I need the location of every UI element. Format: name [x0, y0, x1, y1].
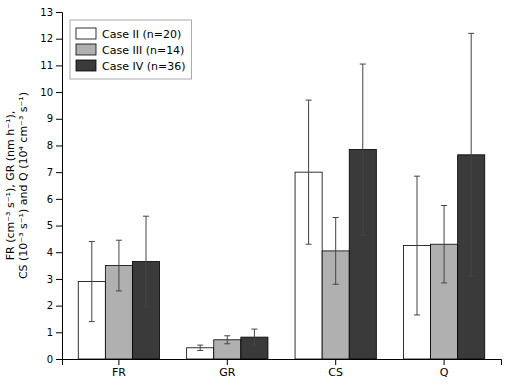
x-tick: GR — [219, 359, 236, 379]
error-bar — [414, 176, 420, 315]
y-tick-mark — [56, 65, 62, 66]
y-tick: 3 — [47, 274, 62, 285]
y-tick-mark — [56, 252, 62, 253]
error-bar — [441, 206, 447, 283]
y-tick-mark — [56, 226, 62, 227]
legend-item: Case IV (n=36) — [76, 60, 185, 73]
y-tick-label: 11 — [40, 60, 53, 71]
x-tick: Q — [440, 359, 449, 379]
error-bar — [333, 218, 339, 285]
y-tick-mark — [56, 199, 62, 200]
series — [132, 33, 484, 359]
y-tick-label: 6 — [47, 194, 53, 205]
error-bar — [224, 336, 230, 344]
error-bar — [116, 240, 122, 291]
legend-item: Case III (n=14) — [76, 44, 184, 57]
error-bar — [197, 345, 203, 350]
legend-swatch — [76, 44, 96, 55]
y-tick-mark — [56, 359, 62, 360]
y-tick: 2 — [47, 300, 62, 311]
x-tick-mark — [444, 359, 445, 365]
y-tick-mark — [56, 306, 62, 307]
legend: Case II (n=20) Case III (n=14) Case IV (n=… — [70, 20, 191, 79]
y-axis: 012345678910111213 — [40, 7, 62, 365]
y-tick-label: 13 — [40, 7, 53, 18]
y-tick: 10 — [40, 87, 62, 98]
x-tick-label: GR — [219, 366, 236, 379]
error-bar — [468, 33, 474, 276]
y-tick: 13 — [40, 7, 62, 18]
y-tick: 1 — [47, 327, 62, 338]
y-axis-title-line: CS (10⁻³ s⁻¹) and Q (10⁴ cm⁻³ s⁻¹) — [17, 92, 30, 279]
y-tick-mark — [56, 12, 62, 13]
x-tick-mark — [335, 359, 336, 365]
y-tick-mark — [56, 279, 62, 280]
y-tick-mark — [56, 145, 62, 146]
x-tick-mark — [118, 359, 119, 365]
x-axis-line — [63, 360, 502, 366]
y-tick: 8 — [47, 140, 62, 151]
plot-area — [78, 33, 484, 359]
y-tick: 7 — [47, 167, 62, 178]
y-axis-line — [56, 13, 63, 360]
y-tick: 4 — [47, 247, 62, 258]
x-axis: FR GR CS Q — [63, 359, 502, 379]
y-tick: 9 — [47, 113, 62, 124]
y-tick-label: 4 — [47, 247, 53, 258]
legend-label: Case II (n=20) — [102, 28, 181, 41]
legend-label: Case IV (n=36) — [102, 60, 185, 73]
y-tick-label: 0 — [47, 354, 53, 365]
error-bar — [143, 216, 149, 307]
y-tick-label: 5 — [47, 220, 53, 231]
y-tick: 5 — [47, 220, 62, 231]
legend-swatch — [76, 60, 96, 71]
x-tick-label: Q — [440, 366, 449, 379]
y-tick-label: 8 — [47, 140, 53, 151]
y-tick-label: 2 — [47, 300, 53, 311]
series — [105, 206, 457, 359]
error-bar — [89, 242, 95, 322]
legend-frame — [70, 20, 191, 79]
legend-label: Case III (n=14) — [102, 44, 184, 57]
y-tick-mark — [56, 172, 62, 173]
y-tick: 6 — [47, 194, 62, 205]
y-tick: 0 — [47, 354, 62, 365]
y-tick-label: 3 — [47, 274, 53, 285]
y-tick-label: 9 — [47, 113, 53, 124]
chart: FRGRCSQ012345678910111213FR (cm⁻³ s⁻¹), … — [0, 0, 513, 387]
error-bar — [360, 64, 366, 235]
y-tick-label: 10 — [40, 87, 53, 98]
error-bar — [306, 100, 312, 244]
x-tick: FR — [112, 359, 126, 379]
y-tick-mark — [56, 332, 62, 333]
x-tick-label: CS — [328, 366, 343, 379]
y-tick-label: 7 — [47, 167, 53, 178]
series — [78, 100, 430, 359]
y-tick-label: 12 — [40, 33, 53, 44]
y-tick-mark — [56, 92, 62, 93]
error-bar — [251, 329, 257, 345]
y-axis-title: FR (cm⁻³ s⁻¹), GR (nm h⁻¹),CS (10⁻³ s⁻¹)… — [4, 92, 30, 279]
y-tick: 12 — [40, 33, 62, 44]
x-tick-label: FR — [112, 366, 126, 379]
y-tick: 11 — [40, 60, 62, 71]
legend-item: Case II (n=20) — [76, 28, 181, 41]
x-tick-mark — [227, 359, 228, 365]
y-tick-mark — [56, 39, 62, 40]
y-axis-title-line: FR (cm⁻³ s⁻¹), GR (nm h⁻¹), — [4, 111, 17, 261]
y-tick-mark — [56, 119, 62, 120]
legend-swatch — [76, 28, 96, 39]
y-tick-label: 1 — [47, 327, 53, 338]
x-tick: CS — [328, 359, 343, 379]
